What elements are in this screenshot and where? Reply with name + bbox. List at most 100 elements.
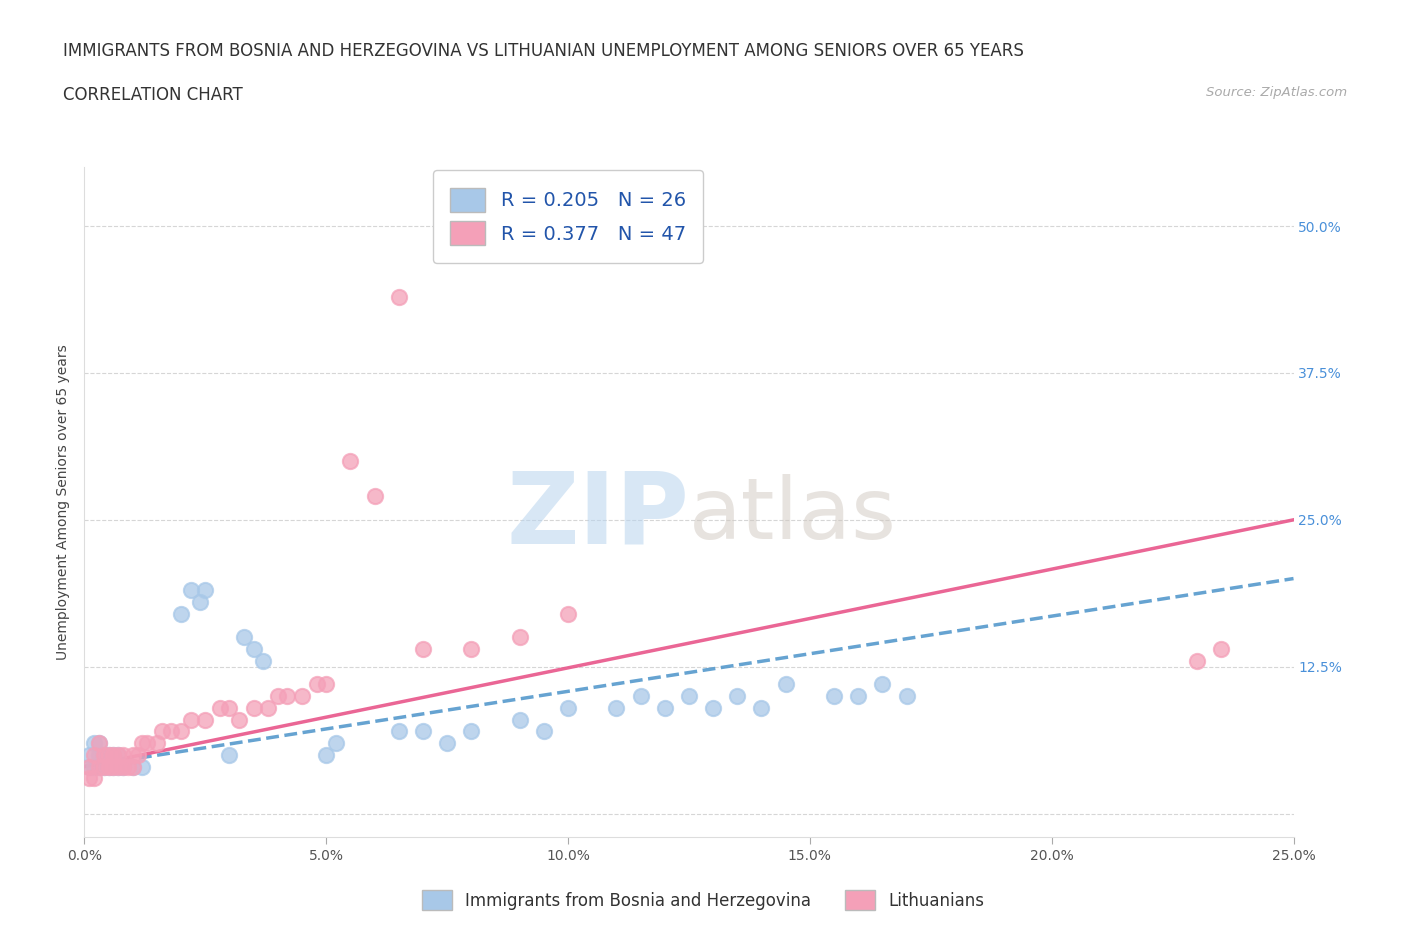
Text: IMMIGRANTS FROM BOSNIA AND HERZEGOVINA VS LITHUANIAN UNEMPLOYMENT AMONG SENIORS : IMMIGRANTS FROM BOSNIA AND HERZEGOVINA V… — [63, 42, 1024, 60]
Point — [557, 606, 579, 621]
Point — [77, 748, 100, 763]
Point — [93, 759, 115, 774]
Point — [751, 700, 773, 715]
Point — [557, 700, 579, 715]
Point — [460, 642, 482, 657]
Point — [150, 724, 173, 738]
Point — [83, 771, 105, 786]
Point — [107, 748, 129, 763]
Point — [363, 489, 385, 504]
Point — [103, 759, 125, 774]
Point — [131, 759, 153, 774]
Point — [170, 724, 193, 738]
Point — [678, 688, 700, 703]
Point — [103, 748, 125, 763]
Point — [83, 759, 105, 774]
Point — [315, 677, 337, 692]
Point — [228, 712, 250, 727]
Point — [654, 700, 676, 715]
Point — [208, 700, 231, 715]
Point — [170, 606, 193, 621]
Point — [97, 759, 120, 774]
Point — [83, 748, 105, 763]
Point — [190, 594, 212, 609]
Text: CORRELATION CHART: CORRELATION CHART — [63, 86, 243, 103]
Point — [460, 724, 482, 738]
Point — [242, 642, 264, 657]
Text: ZIP: ZIP — [506, 467, 689, 565]
Point — [725, 688, 748, 703]
Point — [107, 759, 129, 774]
Point — [180, 583, 202, 598]
Point — [412, 642, 434, 657]
Point — [77, 759, 100, 774]
Point — [702, 700, 724, 715]
Point — [1209, 642, 1232, 657]
Legend: Immigrants from Bosnia and Herzegovina, Lithuanians: Immigrants from Bosnia and Herzegovina, … — [415, 884, 991, 917]
Point — [131, 736, 153, 751]
Point — [436, 736, 458, 751]
Point — [83, 736, 105, 751]
Point — [87, 759, 110, 774]
Point — [896, 688, 918, 703]
Point — [180, 712, 202, 727]
Point — [846, 688, 869, 703]
Point — [509, 630, 531, 644]
Point — [103, 759, 125, 774]
Point — [121, 759, 143, 774]
Point — [305, 677, 328, 692]
Point — [112, 748, 135, 763]
Point — [252, 654, 274, 669]
Point — [93, 759, 115, 774]
Text: Source: ZipAtlas.com: Source: ZipAtlas.com — [1206, 86, 1347, 99]
Point — [87, 748, 110, 763]
Point — [87, 736, 110, 751]
Point — [218, 700, 240, 715]
Point — [325, 736, 347, 751]
Point — [194, 712, 217, 727]
Point — [315, 748, 337, 763]
Point — [97, 748, 120, 763]
Point — [121, 748, 143, 763]
Point — [233, 630, 256, 644]
Point — [388, 724, 411, 738]
Point — [872, 677, 894, 692]
Point — [107, 759, 129, 774]
Point — [93, 748, 115, 763]
Point — [160, 724, 183, 738]
Point — [291, 688, 314, 703]
Point — [218, 748, 240, 763]
Point — [127, 748, 149, 763]
Point — [121, 759, 143, 774]
Point — [412, 724, 434, 738]
Point — [775, 677, 797, 692]
Point — [87, 736, 110, 751]
Point — [533, 724, 555, 738]
Y-axis label: Unemployment Among Seniors over 65 years: Unemployment Among Seniors over 65 years — [56, 344, 70, 660]
Point — [146, 736, 169, 751]
Point — [823, 688, 845, 703]
Legend: R = 0.205   N = 26, R = 0.377   N = 47: R = 0.205 N = 26, R = 0.377 N = 47 — [433, 170, 703, 262]
Point — [87, 759, 110, 774]
Point — [136, 736, 159, 751]
Point — [112, 759, 135, 774]
Point — [77, 759, 100, 774]
Point — [267, 688, 290, 703]
Text: atlas: atlas — [689, 474, 897, 557]
Point — [93, 748, 115, 763]
Point — [107, 748, 129, 763]
Point — [339, 454, 361, 469]
Point — [257, 700, 280, 715]
Point — [630, 688, 652, 703]
Point — [509, 712, 531, 727]
Point — [112, 759, 135, 774]
Point — [605, 700, 627, 715]
Point — [1185, 654, 1208, 669]
Point — [388, 289, 411, 304]
Point — [77, 771, 100, 786]
Point — [97, 759, 120, 774]
Point — [103, 748, 125, 763]
Point — [117, 759, 139, 774]
Point — [242, 700, 264, 715]
Point — [194, 583, 217, 598]
